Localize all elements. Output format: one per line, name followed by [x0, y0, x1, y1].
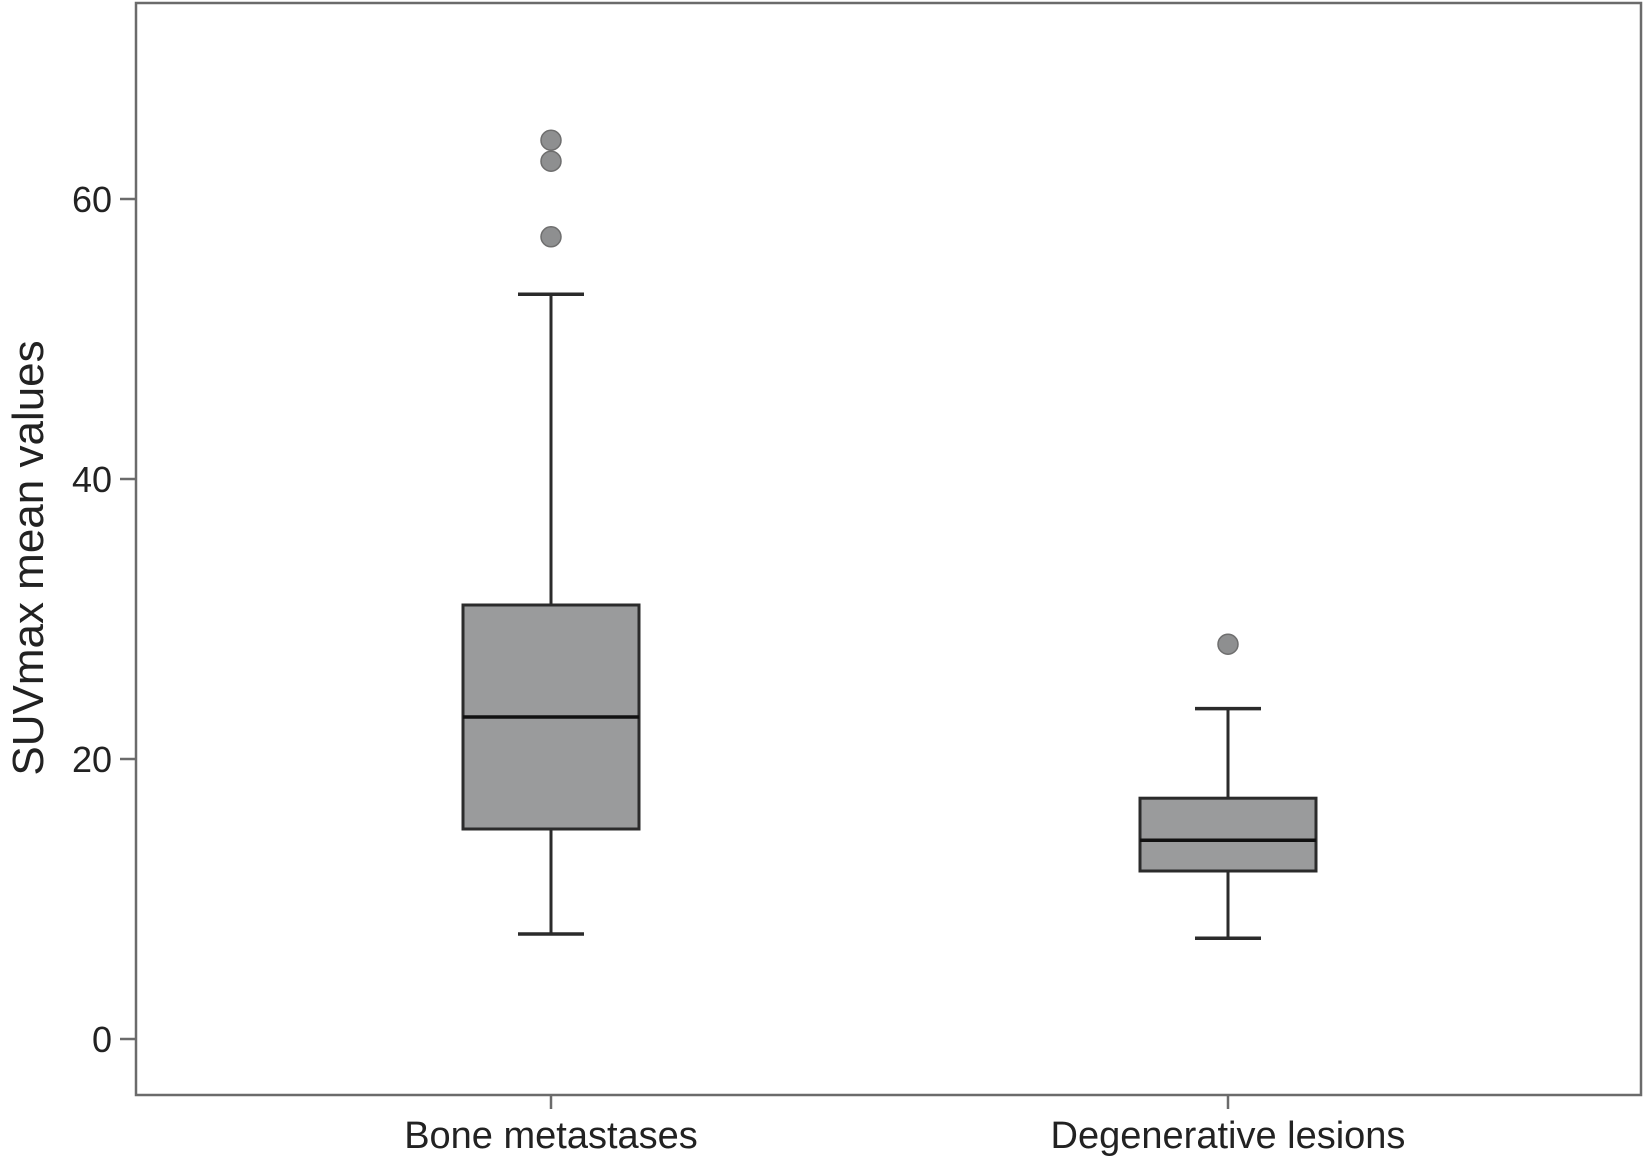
y-tick-label-0: 0 — [92, 1019, 112, 1060]
y-axis: 0 20 40 60 — [72, 179, 136, 1060]
y-tick-label-40: 40 — [72, 459, 112, 500]
box-series — [461, 129, 1318, 940]
outlier-point-2 — [540, 150, 562, 172]
x-axis: Bone metastases Degenerative lesions — [404, 1095, 1405, 1157]
plot-frame — [134, 1, 1643, 1097]
y-axis-title: SUVmax mean values — [4, 340, 53, 775]
y-tick-label-60: 60 — [72, 179, 112, 220]
box-group-1 — [461, 129, 641, 936]
outlier-point-3 — [540, 129, 562, 151]
x-category-label-1: Bone metastases — [404, 1115, 698, 1157]
x-category-label-2: Degenerative lesions — [1051, 1115, 1406, 1157]
iqr-box — [1138, 796, 1318, 873]
outlier-point-1 — [540, 226, 562, 248]
outlier-point-1 — [1217, 633, 1239, 655]
y-tick-label-20: 20 — [72, 739, 112, 780]
box-group-2 — [1138, 633, 1318, 940]
